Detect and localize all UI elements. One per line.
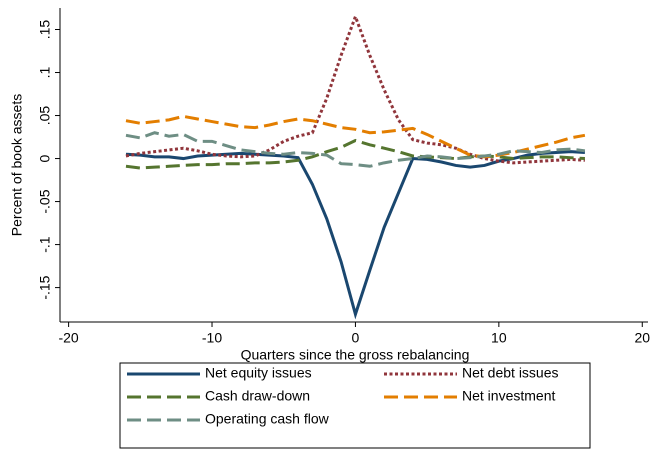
series-line xyxy=(125,138,585,170)
x-tick-label: 20 xyxy=(634,330,650,346)
y-tick-label: .1 xyxy=(37,66,53,78)
y-tick-label: -.15 xyxy=(37,275,53,299)
y-tick-label: 0 xyxy=(37,154,53,162)
y-tick-label: -.1 xyxy=(37,236,53,253)
x-tick-label: -20 xyxy=(58,330,78,346)
y-tick-label: -.05 xyxy=(37,189,53,213)
series-line xyxy=(125,131,586,168)
y-tick-label: .15 xyxy=(37,20,53,40)
legend-label: Net equity issues xyxy=(205,365,312,381)
legend-label: Cash draw-down xyxy=(205,388,310,404)
x-tick-label: 0 xyxy=(352,330,360,346)
legend-label: Operating cash flow xyxy=(205,411,330,427)
x-tick-label: 10 xyxy=(491,330,507,346)
y-tick-label: .05 xyxy=(37,106,53,126)
x-tick-label: -10 xyxy=(202,330,222,346)
series-line xyxy=(125,12,585,165)
legend-label: Net debt issues xyxy=(462,365,559,381)
y-axis-title: Percent of book assets xyxy=(9,94,25,236)
legend-box xyxy=(119,362,591,449)
series-line xyxy=(125,114,586,159)
x-axis-title: Quarters since the gross rebalancing xyxy=(241,347,470,363)
series-line xyxy=(125,150,585,320)
legend-label: Net investment xyxy=(462,388,555,404)
